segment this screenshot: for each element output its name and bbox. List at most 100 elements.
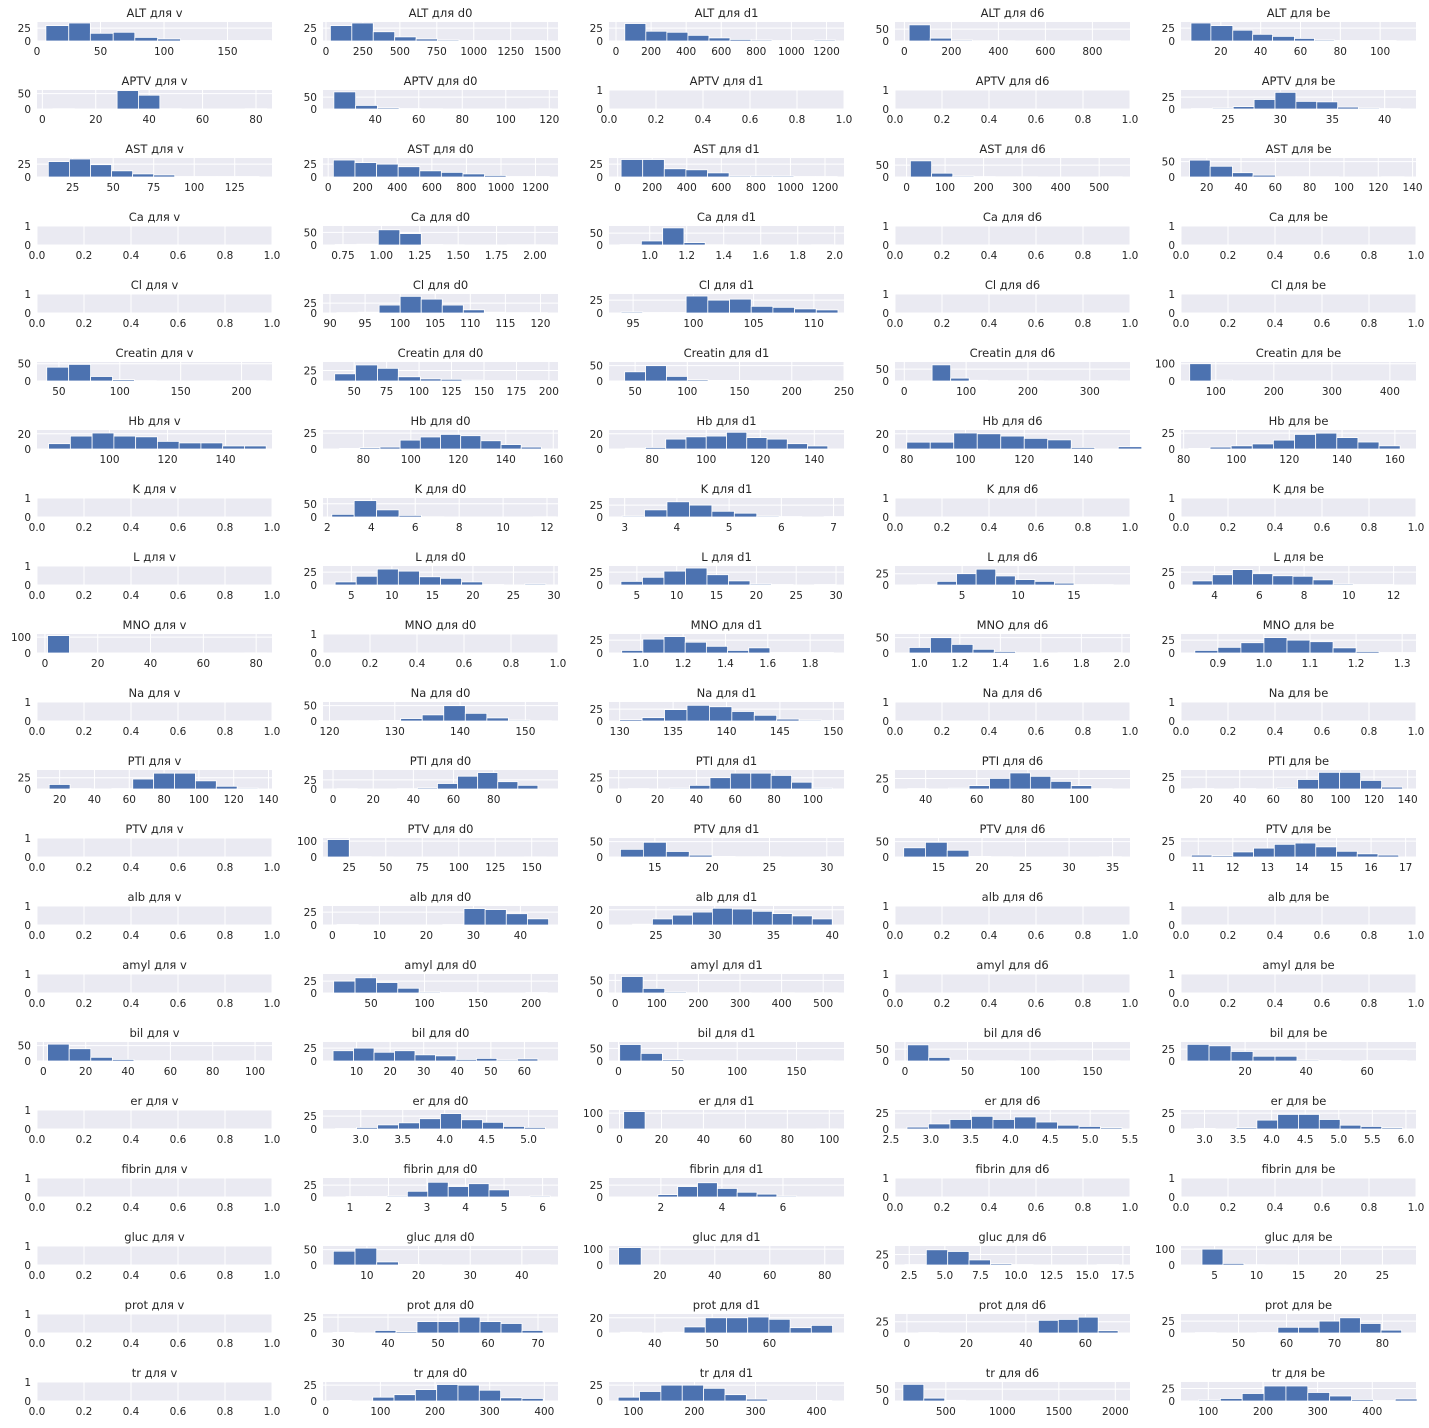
x-tick-label: 0.0 — [887, 726, 904, 738]
y-tick-label: 0 — [882, 376, 889, 388]
histogram-bar — [929, 441, 955, 450]
y-tick-label: 25 — [1162, 92, 1175, 104]
histogram-bar — [975, 568, 997, 586]
histogram-bar — [180, 40, 203, 42]
x-tick-label: 60 — [1294, 46, 1307, 58]
subplot-title: fibrin для v — [121, 1162, 187, 1176]
histogram-bar — [91, 432, 115, 450]
histogram-ca-v: Ca для v0.0 0.2 0.4 0.6 0.8 1.001 — [24, 210, 280, 262]
y-tick-label: 0 — [24, 988, 31, 1000]
histogram-bar — [1339, 1124, 1362, 1130]
histogram-bar — [767, 1399, 790, 1402]
y-tick-label: 1 — [882, 697, 889, 709]
subplot-title: bil для be — [1270, 1026, 1328, 1040]
y-tick-label: 0 — [310, 580, 317, 592]
histogram-bar — [332, 1250, 356, 1266]
y-tick-label: 0 — [596, 36, 603, 48]
histogram-na-v: Na для v0.0 0.2 0.4 0.6 0.8 1.001 — [24, 686, 280, 738]
x-tick-label: 2.5 — [883, 1134, 900, 1146]
plot-area — [895, 362, 1130, 381]
histogram-bar — [621, 976, 644, 994]
y-tick-label: 0 — [310, 716, 317, 728]
histogram-bar — [440, 378, 463, 382]
x-tick-label: 500 — [1089, 182, 1109, 194]
x-tick-label: 30 — [1274, 114, 1287, 126]
histogram-bar — [729, 298, 752, 314]
x-tick-label: 0.0 — [887, 522, 904, 534]
histogram-bar — [989, 778, 1011, 790]
y-tick-label: 25 — [590, 295, 603, 307]
histogram-bar — [692, 911, 713, 926]
histogram-bar — [1232, 29, 1254, 42]
x-tick-label: 100 — [623, 1406, 643, 1418]
x-tick-label: 0.2 — [934, 250, 951, 262]
x-tick-label: 90 — [323, 318, 336, 330]
y-tick-label: 25 — [304, 1111, 317, 1123]
histogram-amyl-v: amyl для v0.0 0.2 0.4 0.6 0.8 1.001 — [24, 958, 280, 1010]
x-tick-label: 25 — [343, 862, 356, 874]
histogram-bar — [355, 575, 378, 586]
histogram-bar — [132, 778, 155, 790]
histogram-bar — [1208, 1045, 1232, 1062]
histogram-bar — [440, 1113, 462, 1130]
histogram-bar — [907, 1044, 930, 1062]
subplot-title: Cl для v — [131, 278, 179, 292]
histogram-bar — [1297, 779, 1320, 790]
y-tick-label: 25 — [590, 159, 603, 171]
x-tick-label: 0.8 — [1361, 522, 1378, 534]
x-tick-label: 0.8 — [217, 726, 234, 738]
x-tick-label: 0.2 — [76, 1202, 93, 1214]
histogram-bar — [476, 1058, 498, 1062]
x-tick-label: 0.8 — [217, 998, 234, 1010]
x-tick-label: 0.4 — [123, 1202, 140, 1214]
x-tick-label: 0.4 — [1267, 998, 1284, 1010]
x-tick-label: 0.6 — [170, 930, 187, 942]
x-tick-label: 20 — [750, 590, 763, 602]
x-tick-label: 0 — [612, 998, 619, 1010]
histogram-bar — [810, 1325, 833, 1334]
x-tick-label: 20 — [1334, 1270, 1347, 1282]
y-tick-label: 25 — [1162, 23, 1175, 35]
histogram-bar — [771, 40, 794, 42]
x-tick-label: 800 — [1082, 46, 1102, 58]
y-tick-label: 0 — [1168, 308, 1175, 320]
x-tick-label: 40 — [1019, 1338, 1032, 1350]
histogram-bar — [1339, 1317, 1361, 1334]
subplot-title: AST для d1 — [693, 142, 759, 156]
y-tick-label: 25 — [590, 1180, 603, 1192]
histogram-bar — [1298, 1114, 1320, 1130]
x-tick-label: 0.0 — [887, 998, 904, 1010]
y-tick-label: 50 — [304, 1245, 317, 1257]
x-tick-label: 0.0 — [29, 318, 46, 330]
x-tick-label: 100 — [390, 318, 410, 330]
histogram-bar — [956, 573, 977, 586]
x-tick-label: 80 — [818, 1270, 831, 1282]
x-tick-label: 600 — [711, 182, 731, 194]
histogram-bar — [705, 645, 728, 654]
x-tick-label: 80 — [646, 454, 659, 466]
x-tick-label: 50 — [1232, 1338, 1245, 1350]
y-tick-label: 0 — [310, 1328, 317, 1340]
y-tick-label: 50 — [876, 364, 889, 376]
x-tick-label: 20 — [975, 862, 988, 874]
histogram-bar — [1029, 775, 1052, 790]
x-tick-label: 0.6 — [1314, 1202, 1331, 1214]
x-tick-label: 0.8 — [1075, 930, 1092, 942]
x-tick-label: 12 — [1226, 862, 1239, 874]
x-tick-label: 80 — [1177, 454, 1190, 466]
subplot-title: alb для d0 — [410, 890, 472, 904]
histogram-bar — [478, 1389, 502, 1402]
y-tick-label: 0 — [310, 988, 317, 1000]
x-tick-label: 0.4 — [981, 726, 998, 738]
histogram-bar — [462, 309, 485, 314]
x-tick-label: 5.0 — [1330, 1134, 1347, 1146]
x-tick-label: 0.0 — [29, 1134, 46, 1146]
histogram-bar — [482, 584, 505, 586]
